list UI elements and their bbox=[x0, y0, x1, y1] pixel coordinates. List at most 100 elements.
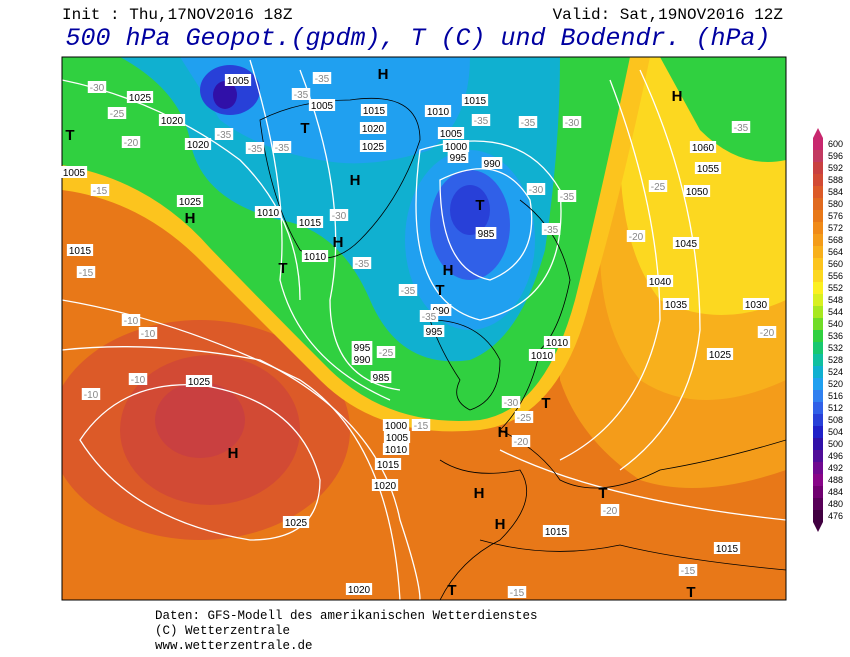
temperature-label-text: -10 bbox=[84, 390, 99, 401]
temperature-label-text: -15 bbox=[414, 421, 429, 432]
isobar-label-box bbox=[176, 195, 204, 207]
isobar-label: 1005 bbox=[383, 431, 411, 444]
isobar-label: 1040 bbox=[646, 275, 674, 288]
colorbar-cell bbox=[813, 354, 823, 366]
isobar-label: 1025 bbox=[282, 516, 310, 529]
isobar-label-text: 985 bbox=[373, 373, 390, 384]
colorbar-label: 544 bbox=[828, 307, 843, 317]
colorbar-cell bbox=[813, 138, 823, 150]
isobar-label-text: 1000 bbox=[445, 142, 468, 153]
isobar-label: 995 bbox=[351, 341, 373, 354]
isobar-label-box bbox=[370, 371, 392, 383]
temperature-label-text: -15 bbox=[510, 588, 525, 599]
temperature-label: -35 bbox=[518, 116, 538, 129]
isobar-label-box bbox=[442, 140, 470, 152]
pressure-center: T bbox=[300, 120, 309, 137]
isobar-label-text: 1015 bbox=[377, 460, 400, 471]
isobar-label-box bbox=[706, 348, 734, 360]
isobar-label-text: 1005 bbox=[227, 76, 250, 87]
isobar-label-box bbox=[360, 104, 388, 116]
colorbar-label: 572 bbox=[828, 223, 843, 233]
isobar-label-text: 1005 bbox=[311, 101, 334, 112]
temperature-label-text: -35 bbox=[355, 259, 370, 270]
isobar-label-box bbox=[351, 341, 373, 353]
temperature-label-text: -30 bbox=[90, 83, 105, 94]
temperature-label-text: -15 bbox=[681, 566, 696, 577]
colorbar-label: 556 bbox=[828, 271, 843, 281]
isobar-label: 1010 bbox=[254, 206, 282, 219]
isobar-label-text: 1010 bbox=[304, 252, 327, 263]
temperature-label-box bbox=[411, 419, 431, 431]
isobar-label-box bbox=[374, 458, 402, 470]
colorbar-cell bbox=[813, 450, 823, 462]
temperature-label-box bbox=[757, 326, 777, 338]
isobar-label: 1010 bbox=[528, 349, 556, 362]
isobar-label: 1020 bbox=[184, 138, 212, 151]
isobar-label-box bbox=[308, 99, 336, 111]
isobar-label: 1015 bbox=[374, 458, 402, 471]
isobar-label-box bbox=[185, 375, 213, 387]
colorbar-label: 504 bbox=[828, 427, 843, 437]
colorbar-cell bbox=[813, 414, 823, 426]
colorbar-label: 576 bbox=[828, 211, 843, 221]
temperature-label: -25 bbox=[648, 180, 668, 193]
temperature-label-box bbox=[352, 257, 372, 269]
isobar-label-text: 990 bbox=[433, 306, 450, 317]
isobar-label-box bbox=[282, 516, 310, 528]
temperature-label: -20 bbox=[757, 326, 777, 339]
pressure-center: H bbox=[495, 516, 506, 533]
temperature-label-text: -35 bbox=[275, 143, 290, 154]
colorbar-cell bbox=[813, 258, 823, 270]
colorbar-label: 540 bbox=[828, 319, 843, 329]
isobar-label: 1025 bbox=[706, 348, 734, 361]
colorbar-label: 516 bbox=[828, 391, 843, 401]
valid-time: Valid: Sat,19NOV2016 12Z bbox=[553, 6, 784, 24]
pressure-center: H bbox=[474, 485, 485, 502]
isobar-label-box bbox=[359, 122, 387, 134]
isobar-label-text: 985 bbox=[478, 229, 495, 240]
isobar-label-box bbox=[254, 206, 282, 218]
isobar-label: 985 bbox=[475, 227, 497, 240]
temperature-label: -15 bbox=[507, 586, 527, 599]
temperature-label-box bbox=[121, 136, 141, 148]
temperature-label-box bbox=[526, 183, 546, 195]
isobar-label-box bbox=[672, 237, 700, 249]
colorbar-cell bbox=[813, 318, 823, 330]
temperature-label-box bbox=[329, 209, 349, 221]
colorbar-cell bbox=[813, 270, 823, 282]
isobar-label-box bbox=[742, 298, 770, 310]
isobar-label: 1035 bbox=[662, 298, 690, 311]
isobar-label-text: 1055 bbox=[697, 164, 720, 175]
colorbar-label: 488 bbox=[828, 475, 843, 485]
pressure-center: T bbox=[686, 584, 695, 601]
temperature-label-text: -20 bbox=[760, 328, 775, 339]
isobar-label-box bbox=[461, 94, 489, 106]
temperature-label: -25 bbox=[376, 346, 396, 359]
colorbar-cell bbox=[813, 486, 823, 498]
temperature-label-text: -25 bbox=[379, 348, 394, 359]
temperature-label: -30 bbox=[562, 116, 582, 129]
isobar-label: 1015 bbox=[296, 216, 324, 229]
isobar-label-text: 1005 bbox=[386, 433, 409, 444]
isobar-label-text: 1060 bbox=[692, 143, 715, 154]
colorbar-cell bbox=[813, 390, 823, 402]
isobar-label-text: 1010 bbox=[385, 445, 408, 456]
temperature-label-text: -35 bbox=[294, 90, 309, 101]
temperature-label-text: -35 bbox=[521, 118, 536, 129]
temperature-label: -10 bbox=[138, 327, 158, 340]
isobar-label: 990 bbox=[351, 353, 373, 366]
colorbar-cell bbox=[813, 510, 823, 522]
colorbar-cell bbox=[813, 198, 823, 210]
isobar-label-text: 1025 bbox=[188, 377, 211, 388]
isobar-label-text: 1020 bbox=[161, 116, 184, 127]
isobar-label: 1010 bbox=[382, 443, 410, 456]
isobar-label-box bbox=[184, 138, 212, 150]
temperature-label-box bbox=[138, 327, 158, 339]
temperature-label-text: -30 bbox=[332, 211, 347, 222]
temperature-label-text: -10 bbox=[124, 316, 139, 327]
isobar-label: 1015 bbox=[461, 94, 489, 107]
temperature-label-box bbox=[214, 128, 234, 140]
colorbar-label: 568 bbox=[828, 235, 843, 245]
pressure-center: T bbox=[278, 260, 287, 277]
temperature-label-text: -35 bbox=[401, 286, 416, 297]
